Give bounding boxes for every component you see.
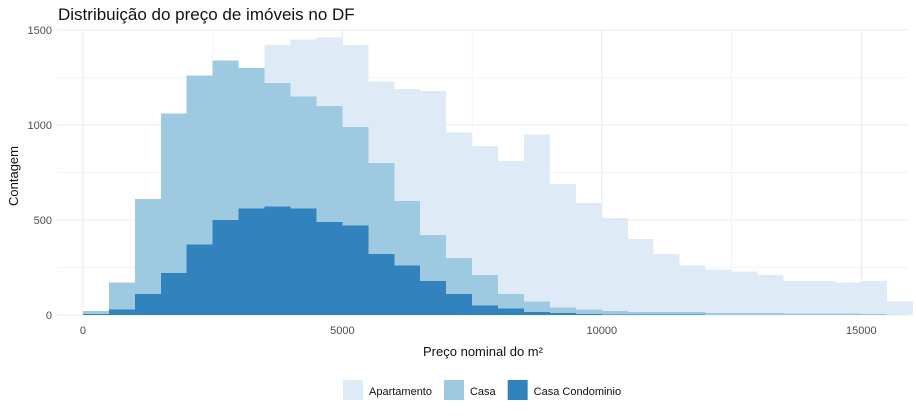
legend-label: Casa Condominio [534, 386, 621, 398]
bar [731, 313, 758, 315]
bar [524, 134, 550, 315]
x-tick-label: 0 [80, 325, 86, 337]
bar [757, 275, 784, 315]
bar [472, 305, 499, 315]
y-tick-label: 1500 [28, 25, 52, 37]
bar [627, 239, 654, 315]
bar [498, 308, 525, 315]
bar [549, 183, 576, 315]
legend-item: Casa Condominio [507, 380, 621, 400]
y-axis-label: Contagem [6, 146, 21, 206]
bar [549, 307, 576, 315]
bar [627, 312, 654, 315]
x-tick-label: 15000 [846, 325, 877, 337]
bar [524, 312, 550, 315]
bar [757, 313, 784, 315]
bar-layers [82, 37, 914, 316]
legend-item: Casa [443, 380, 497, 400]
legend-label: Casa [470, 386, 497, 398]
bar [783, 313, 810, 315]
series-casa-condominio [82, 206, 888, 315]
bar [601, 314, 628, 315]
bar [679, 265, 706, 315]
bar [705, 313, 732, 315]
bar [290, 208, 317, 315]
x-axis-label: Preço nominal do m² [423, 344, 544, 359]
bar [186, 244, 213, 315]
bar [342, 225, 369, 315]
bar [575, 202, 602, 315]
bar [134, 294, 161, 315]
bar [212, 220, 239, 315]
bar [549, 313, 576, 315]
y-tick-labels: 0 500 1000 1500 [28, 25, 52, 322]
bar [809, 313, 836, 315]
chart-title: Distribuição do preço de imóveis no DF [58, 5, 355, 24]
bar [835, 282, 862, 315]
bar [575, 314, 602, 315]
bar [420, 280, 447, 315]
bar [601, 311, 628, 315]
legend-label: Apartamento [369, 386, 432, 398]
legend-key [343, 380, 363, 400]
x-tick-label: 10000 [587, 325, 618, 337]
bar [653, 254, 680, 315]
bar [82, 311, 109, 315]
bar [835, 313, 862, 315]
y-tick-label: 0 [46, 310, 52, 322]
bar [160, 273, 187, 315]
bar [108, 309, 135, 315]
bar [861, 313, 888, 315]
legend-item: Apartamento [343, 380, 432, 400]
bar [575, 309, 602, 315]
bar [82, 314, 109, 315]
bar [316, 221, 343, 315]
bar [368, 254, 395, 315]
bar [861, 280, 888, 315]
x-tick-labels: 0 5000 10000 15000 [80, 325, 877, 337]
x-tick-label: 5000 [330, 325, 354, 337]
bar [653, 312, 680, 315]
bar [705, 269, 732, 315]
y-tick-label: 1000 [28, 120, 52, 132]
bar [679, 312, 706, 315]
bar [498, 161, 525, 315]
bar [731, 271, 758, 315]
legend-key [443, 380, 464, 400]
legend: Apartamento Casa Casa Condominio [343, 380, 621, 400]
bar [524, 301, 550, 315]
bar [783, 280, 810, 315]
bar [394, 265, 421, 315]
y-tick-label: 500 [34, 215, 52, 227]
legend-key [507, 380, 528, 400]
bar [809, 280, 836, 315]
bar [264, 206, 291, 315]
bar [601, 218, 628, 315]
bar [238, 208, 265, 315]
bar [887, 301, 914, 315]
bar [446, 294, 473, 315]
